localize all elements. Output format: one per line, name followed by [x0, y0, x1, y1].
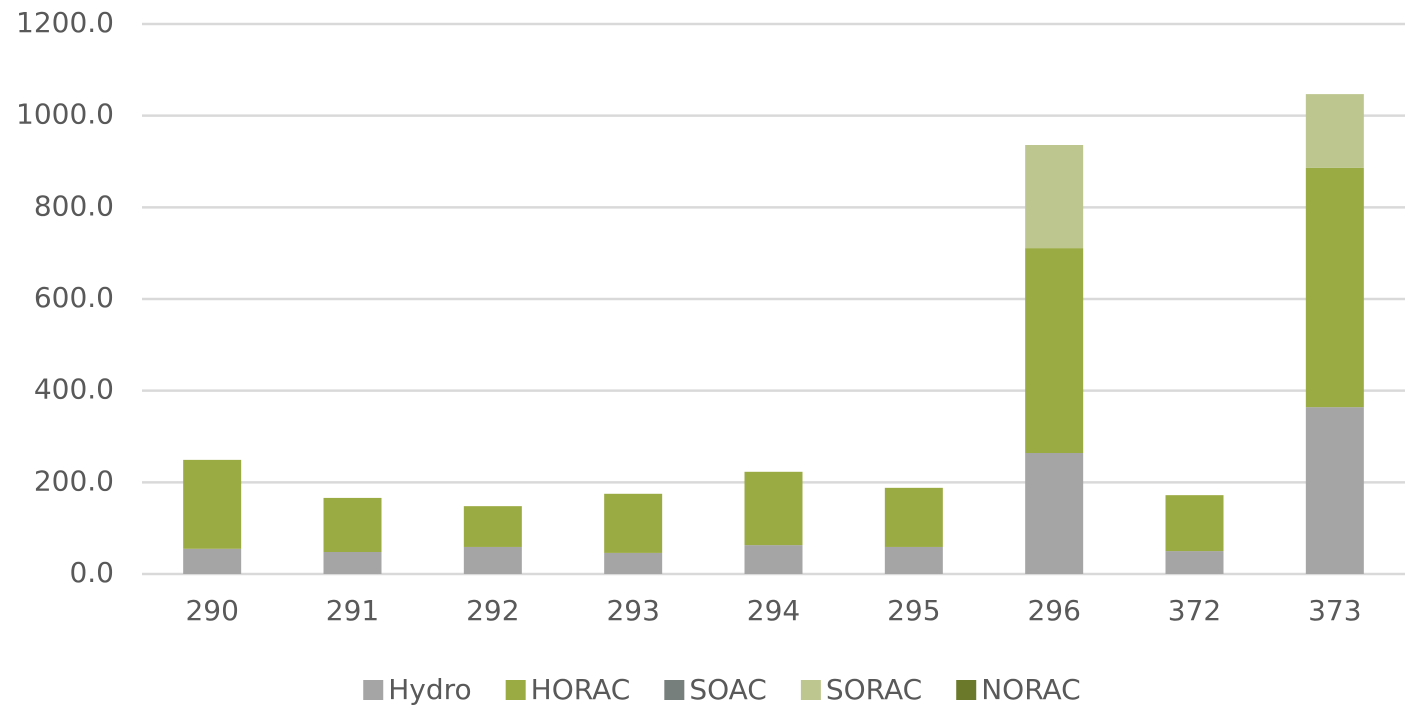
- x-tick-label: 296: [1027, 594, 1080, 627]
- legend-swatch: [956, 680, 977, 700]
- x-tick-label: 372: [1168, 594, 1221, 627]
- bar-segment: [604, 552, 663, 574]
- x-tick-label: 291: [326, 594, 379, 627]
- bar-segment: [463, 546, 522, 574]
- bar-segment: [1025, 453, 1084, 574]
- y-tick-label: 400.0: [34, 373, 114, 406]
- bar-segment: [1305, 407, 1364, 574]
- bar-segment: [183, 548, 242, 574]
- bar-segment: [1025, 145, 1084, 249]
- y-tick-label: 800.0: [34, 189, 114, 222]
- legend-swatch: [505, 680, 526, 700]
- x-tick-label: 292: [466, 594, 519, 627]
- bar-segment: [1305, 167, 1364, 408]
- x-tick-label: 290: [185, 594, 238, 627]
- bar-segment: [604, 493, 663, 553]
- legend-swatch: [363, 680, 384, 700]
- x-tick-label: 293: [606, 594, 659, 627]
- legend-label: NORAC: [981, 673, 1081, 706]
- x-tick-label: 373: [1308, 594, 1361, 627]
- bar-segment: [1025, 248, 1084, 453]
- bar-segment: [1165, 551, 1224, 574]
- legend-swatch: [664, 680, 685, 700]
- legend-label: SORAC: [826, 673, 922, 706]
- x-tick-label: 295: [887, 594, 940, 627]
- bar-segment: [183, 459, 242, 549]
- legend-label: SOAC: [689, 673, 767, 706]
- legend-swatch: [800, 680, 821, 700]
- bar-segment: [884, 487, 943, 547]
- y-tick-label: 0.0: [69, 556, 114, 589]
- bar-segment: [884, 546, 943, 574]
- y-tick-label: 1200.0: [16, 6, 114, 39]
- bar-segment: [744, 471, 803, 546]
- legend-label: HORAC: [531, 673, 631, 706]
- legend-label: Hydro: [388, 673, 471, 706]
- bar-segment: [323, 497, 382, 552]
- bar-segment: [744, 545, 803, 574]
- y-tick-label: 1000.0: [16, 98, 114, 131]
- bar-segment: [1165, 495, 1224, 552]
- bar-segment: [323, 552, 382, 574]
- x-tick-label: 294: [747, 594, 800, 627]
- bar-segment: [463, 506, 522, 547]
- bar-segment: [1305, 94, 1364, 168]
- y-tick-label: 600.0: [34, 281, 114, 314]
- y-tick-label: 200.0: [34, 464, 114, 497]
